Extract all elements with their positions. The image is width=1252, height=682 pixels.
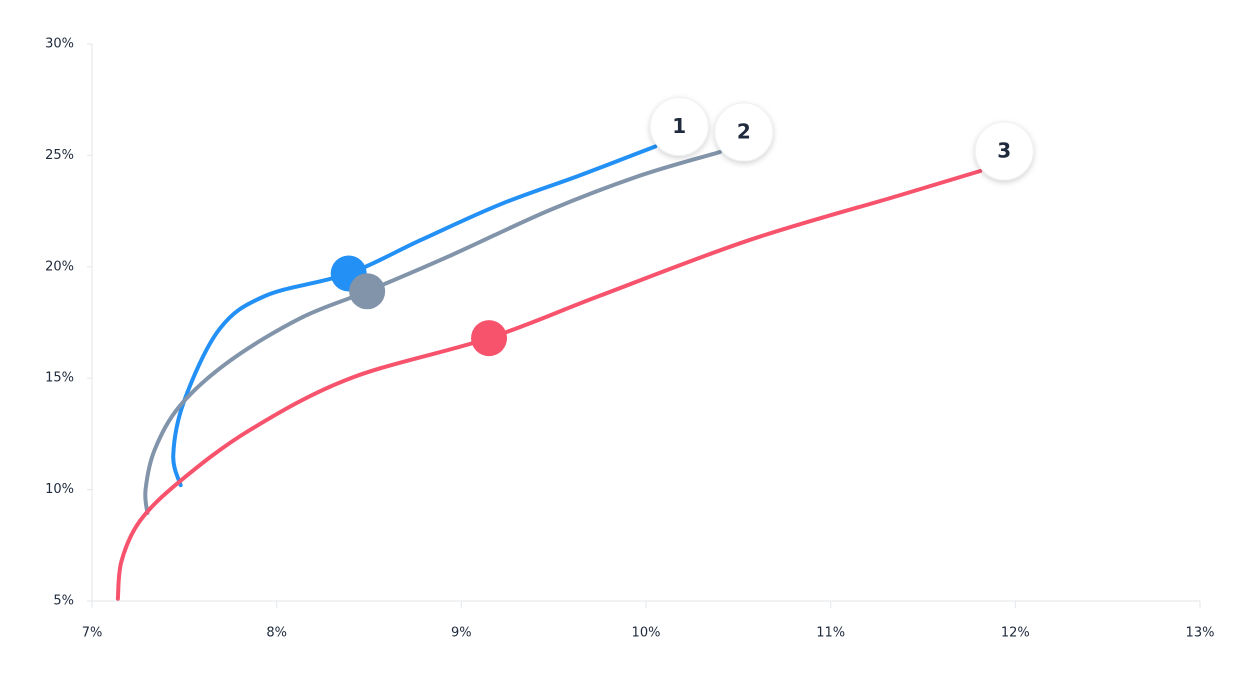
legend-label: 2 xyxy=(737,120,751,144)
label-bubble xyxy=(649,96,709,156)
x-tick-label: 8% xyxy=(266,626,287,641)
x-tick-label: 7% xyxy=(82,626,103,641)
y-tick-label: 20% xyxy=(45,259,74,274)
y-tick-label: 25% xyxy=(45,148,74,163)
x-tick-label: 9% xyxy=(451,626,472,641)
y-tick-label: 30% xyxy=(45,37,74,52)
legend-label: 3 xyxy=(997,138,1011,162)
series-label: 3 xyxy=(974,121,1034,181)
portfolio-marker xyxy=(471,320,508,357)
x-tick-label: 11% xyxy=(816,626,845,641)
x-tick-label: 10% xyxy=(632,626,661,641)
y-tick-label: 10% xyxy=(45,482,74,497)
label-bubble xyxy=(974,121,1034,181)
x-tick-label: 13% xyxy=(1186,626,1215,641)
frontier-line xyxy=(115,168,983,601)
x-tick-label: 12% xyxy=(1001,626,1030,641)
frontier-line xyxy=(143,150,722,515)
series-label: 1 xyxy=(649,96,709,156)
y-tick-label: 15% xyxy=(45,371,74,386)
y-tick-label: 5% xyxy=(53,594,74,609)
legend-label: 1 xyxy=(672,114,686,138)
label-bubble xyxy=(714,102,774,162)
portfolio-marker xyxy=(349,273,386,310)
series-label: 2 xyxy=(714,102,774,162)
